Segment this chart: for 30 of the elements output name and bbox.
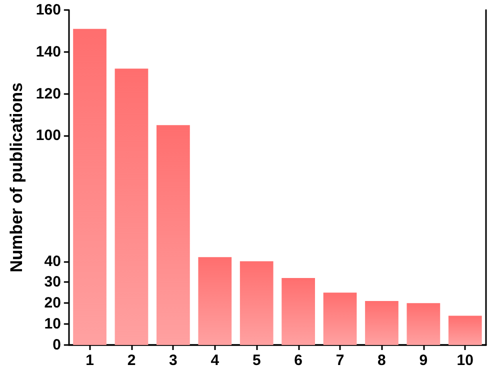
y-tick-label: 10 <box>44 316 61 333</box>
y-tick-label: 120 <box>36 85 61 102</box>
bar <box>365 301 398 345</box>
x-tick-label: 2 <box>127 352 136 369</box>
y-tick-label: 40 <box>44 252 61 270</box>
x-tick-label: 9 <box>419 352 428 369</box>
x-tick-label: 3 <box>169 352 178 369</box>
y-tick-label: 0 <box>52 336 61 354</box>
bar <box>406 303 440 345</box>
bar <box>323 292 357 345</box>
x-tick-label: 7 <box>336 352 344 369</box>
y-axis-title: Number of publications <box>7 82 26 272</box>
x-tick-label: 8 <box>378 352 386 369</box>
x-tick-label: 1 <box>86 352 94 369</box>
x-tick-label: 4 <box>210 352 220 369</box>
bar <box>114 68 148 345</box>
y-tick-label: 160 <box>36 2 61 18</box>
bar <box>282 278 315 345</box>
bar <box>156 125 190 345</box>
x-tick-label: 5 <box>252 352 261 369</box>
bar <box>73 28 106 345</box>
bar <box>198 257 232 345</box>
y-tick-label: 20 <box>44 294 61 312</box>
y-tick-label: 140 <box>36 43 61 60</box>
y-tick-label: 100 <box>36 127 61 144</box>
bar <box>240 261 274 345</box>
x-tick-label: 6 <box>294 352 302 369</box>
bar <box>448 316 482 345</box>
x-tick-label: 10 <box>456 352 474 369</box>
y-tick-label: 30 <box>44 274 61 291</box>
